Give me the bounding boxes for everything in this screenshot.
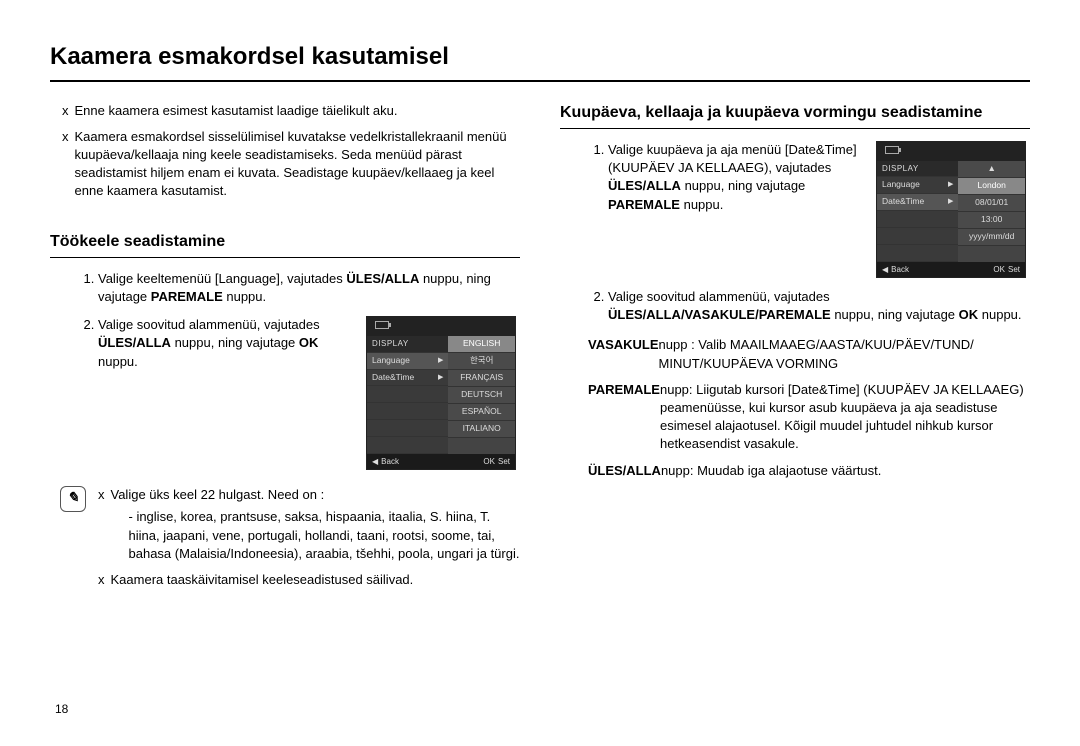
section-heading-language: Töökeele seadistamine bbox=[50, 231, 520, 258]
lcd-option: 한국어 bbox=[448, 353, 515, 370]
step-1: Valige kuupäeva ja aja menüü [Date&Time]… bbox=[608, 141, 1030, 278]
lcd-back: ◀ Back bbox=[882, 264, 909, 275]
lcd-back: ◀ Back bbox=[372, 456, 399, 467]
intro-text: Enne kaamera esimest kasutamist laadige … bbox=[75, 102, 398, 120]
lcd-value: yyyy/mm/dd bbox=[958, 229, 1025, 246]
lcd-ok-set: OK Set bbox=[483, 456, 510, 467]
lcd-value: 08/01/01 bbox=[958, 195, 1025, 212]
battery-icon bbox=[375, 321, 389, 329]
bullet-icon: x bbox=[98, 486, 105, 563]
lcd-menu-item: Date&Time▶ bbox=[367, 370, 448, 387]
lcd-header: DISPLAY bbox=[367, 336, 448, 352]
bullet-icon: x bbox=[62, 102, 69, 120]
lcd-menu-item: Date&Time▶ bbox=[877, 194, 958, 211]
section-heading-datetime: Kuupäeva, kellaaja ja kuupäeva vormingu … bbox=[560, 102, 1030, 129]
button-definition: VASAKULE nupp : Valib MAAILMAAEG/AASTA/K… bbox=[560, 336, 1030, 372]
button-definition: ÜLES/ALLA nupp: Muudab iga alajaotuse vä… bbox=[560, 462, 1030, 480]
note-box: ✎ x Valige üks keel 22 hulgast. Need on … bbox=[50, 486, 520, 597]
note-icon: ✎ bbox=[60, 486, 86, 512]
lcd-option: FRANÇAIS bbox=[448, 370, 515, 387]
lcd-option: ENGLISH bbox=[448, 336, 515, 353]
intro-list: x Enne kaamera esimest kasutamist laadig… bbox=[50, 102, 520, 201]
bullet-icon: x bbox=[98, 571, 105, 589]
lcd-language-screenshot: DISPLAY Language▶ Date&Time▶ ENGLISH bbox=[366, 316, 516, 470]
lcd-value: 13:00 bbox=[958, 212, 1025, 229]
page-number: 18 bbox=[55, 701, 68, 718]
datetime-steps: Valige kuupäeva ja aja menüü [Date&Time]… bbox=[560, 141, 1030, 324]
step-2: Valige soovitud alammenüü, vajutades ÜLE… bbox=[608, 288, 1030, 324]
language-steps: Valige keeltemenüü [Language], vajutades… bbox=[50, 270, 520, 470]
step-1: Valige keeltemenüü [Language], vajutades… bbox=[98, 270, 520, 306]
language-list: - inglise, korea, prantsuse, saksa, hisp… bbox=[111, 508, 521, 563]
lcd-menu-item: Language▶ bbox=[877, 177, 958, 194]
lcd-option: DEUTSCH bbox=[448, 387, 515, 404]
note-item: x Kaamera taaskäivitamisel keeleseadistu… bbox=[98, 571, 520, 589]
left-column: x Enne kaamera esimest kasutamist laadig… bbox=[50, 102, 520, 598]
lcd-value: London bbox=[958, 178, 1025, 195]
button-definition: PAREMALE nupp: Liigutab kursori [Date&Ti… bbox=[560, 381, 1030, 454]
two-column-layout: x Enne kaamera esimest kasutamist laadig… bbox=[50, 102, 1030, 598]
lcd-menu-item: Language▶ bbox=[367, 353, 448, 370]
lcd-option: ESPAÑOL bbox=[448, 404, 515, 421]
step-2: Valige soovitud alammenüü, vajutades ÜLE… bbox=[98, 316, 520, 470]
note-item: x Valige üks keel 22 hulgast. Need on : … bbox=[98, 486, 520, 563]
bullet-icon: x bbox=[62, 128, 69, 201]
lcd-option: ITALIANO bbox=[448, 421, 515, 438]
intro-item: x Enne kaamera esimest kasutamist laadig… bbox=[50, 102, 520, 120]
battery-icon bbox=[885, 146, 899, 154]
right-column: Kuupäeva, kellaaja ja kuupäeva vormingu … bbox=[560, 102, 1030, 598]
intro-item: x Kaamera esmakordsel sisselülimisel kuv… bbox=[50, 128, 520, 201]
lcd-ok-set: OK Set bbox=[993, 264, 1020, 275]
lcd-header: DISPLAY bbox=[877, 161, 958, 177]
page-title: Kaamera esmakordsel kasutamisel bbox=[50, 40, 1030, 82]
lcd-datetime-screenshot: DISPLAY Language▶ Date&Time▶ ▲ London bbox=[876, 141, 1026, 278]
lcd-arrow-up-icon: ▲ bbox=[958, 161, 1025, 178]
intro-text: Kaamera esmakordsel sisselülimisel kuvat… bbox=[75, 128, 521, 201]
